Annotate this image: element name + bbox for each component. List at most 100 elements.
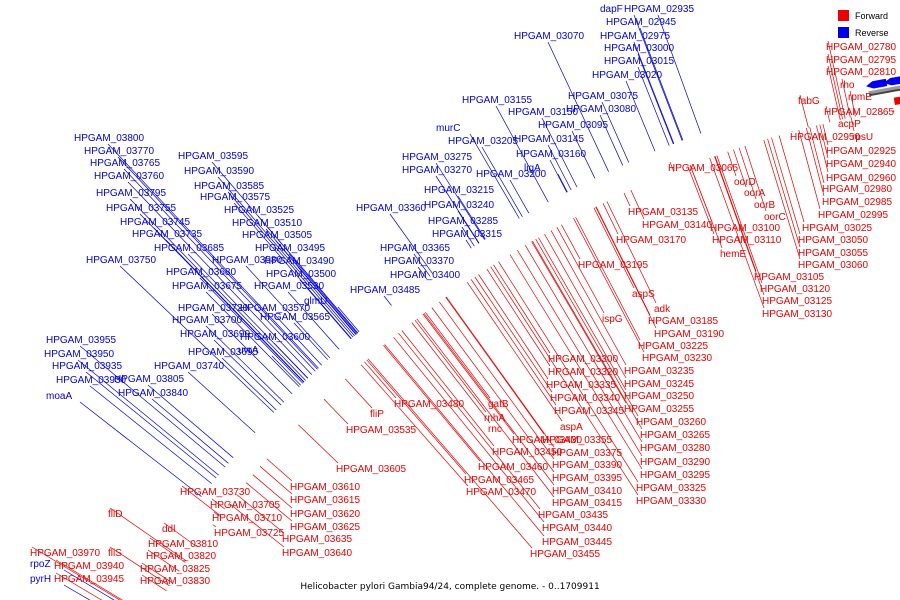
forward-gene-label: HPGAM_03320 (548, 367, 618, 378)
forward-gene-label: adk (654, 304, 671, 315)
forward-gene-label: HPGAM_03640 (282, 548, 352, 559)
forward-leader-line (595, 206, 657, 329)
forward-leader-line (470, 279, 557, 406)
reverse-leader-line (435, 162, 485, 240)
forward-gene-label: HPGAM_03055 (798, 248, 868, 259)
reverse-leader-line (293, 322, 328, 360)
forward-leader-line (360, 364, 469, 487)
reverse-gene-label: HPGAM_03745 (120, 217, 190, 228)
forward-gene-label: HPGAM_03330 (636, 496, 706, 507)
forward-gene-label: HPGAM_03245 (624, 379, 694, 390)
reverse-gene-label: HPGAM_03690 (180, 329, 250, 340)
forward-gene-label: HPGAM_03465 (464, 475, 534, 486)
reverse-gene-label: HPGAM_03200 (476, 169, 546, 180)
forward-leader-line (509, 254, 643, 470)
forward-gene-label: oorD (734, 177, 756, 188)
forward-leader-line (323, 398, 349, 425)
forward-leader-line (849, 90, 856, 117)
forward-leader-line (446, 296, 555, 448)
forward-gene-label: HPGAM_03455 (530, 549, 600, 560)
reverse-gene-label: HPGAM_02975 (600, 31, 670, 42)
forward-leader-line (799, 94, 809, 128)
forward-gene-label: HPGAM_03610 (290, 482, 360, 493)
reverse-gene-label: HPGAM_03755 (106, 203, 176, 214)
forward-gene-label: HPGAM_03195 (578, 260, 648, 271)
forward-gene-label: HPGAM_03395 (552, 473, 622, 484)
reverse-leader-line (257, 215, 359, 334)
forward-gene-label: oorC (764, 212, 786, 223)
reverse-leader-line (205, 291, 300, 388)
forward-gene-label: HPGAM_03250 (624, 391, 694, 402)
forward-leader-line (595, 206, 651, 316)
reverse-leader-line (297, 266, 357, 335)
reverse-gene-label: HPGAM_03155 (462, 95, 532, 106)
reverse-leader-line (413, 253, 431, 277)
forward-gene-label: HPGAM_02980 (822, 184, 892, 195)
reverse-gene-label: glmU (304, 296, 327, 307)
reverse-gene-label: HPGAM_02945 (606, 17, 676, 28)
reverse-gene-label: HPGAM_03590 (184, 166, 254, 177)
forward-leader-line (738, 147, 757, 200)
forward-gene-label: HPGAM_03460 (478, 462, 548, 473)
forward-gene-label: HPGAM_03105 (754, 272, 824, 283)
forward-gene-label: aspA (560, 422, 583, 433)
forward-leader-line (550, 230, 627, 366)
forward-gene-label: HPGAM_03730 (180, 487, 250, 498)
forward-leader-line (575, 216, 641, 341)
reverse-gene-label: HPGAM_03365 (380, 243, 450, 254)
reverse-gene-label: HPGAM_03490 (264, 256, 334, 267)
forward-gene-label: ddl (162, 524, 175, 535)
forward-gene-label: HPGAM_03440 (542, 523, 612, 534)
forward-leader-line (416, 318, 555, 498)
forward-gene-label: HPGAM_02985 (822, 197, 892, 208)
forward-leader-line (401, 330, 495, 447)
forward-leader-line (561, 224, 581, 260)
reverse-leader-line (417, 266, 427, 280)
scale-dot (892, 110, 895, 113)
reverse-gene-label: HPGAM_03680 (166, 267, 236, 278)
forward-gene-label: HPGAM_03725 (214, 528, 284, 539)
forward-leader-line (809, 127, 825, 184)
forward-gene-label: fliS (108, 548, 122, 559)
forward-leader-line (55, 559, 123, 600)
reverse-leader-line (211, 313, 293, 395)
forward-leader-line (689, 165, 723, 249)
reverse-gene-label: moaA (46, 391, 72, 402)
reverse-gene-label: ligA (524, 163, 541, 174)
forward-gene-label: HPGAM_03170 (616, 235, 686, 246)
forward-gene-label: HPGAM_03065 (668, 163, 738, 174)
forward-gene-label: HPGAM_03615 (290, 495, 360, 506)
reverse-leader-line (481, 146, 523, 217)
reverse-gene-label: HPGAM_03150 (508, 107, 578, 118)
forward-leader-line (367, 358, 533, 549)
forward-gene-label: HPGAM_02780 (826, 42, 896, 53)
reverse-gene-label: uvrA (238, 345, 259, 356)
forward-gene-label: HPGAM_03140 (642, 220, 712, 231)
forward-gene (893, 96, 900, 106)
reverse-gene-label: murC (436, 123, 460, 134)
reverse-gene-label: HPGAM_03495 (255, 243, 325, 254)
forward-gene-label: HPGAM_03110 (712, 235, 782, 246)
forward-gene-label: HPGAM_03340 (550, 393, 620, 404)
reverse-leader-line (271, 355, 301, 386)
forward-leader-line (55, 572, 103, 600)
forward-leader-line (236, 494, 285, 534)
forward-leader-line (398, 332, 541, 510)
forward-leader-line (535, 238, 639, 417)
reverse-gene-label: HPGAM_03160 (516, 149, 586, 160)
forward-leader-line (709, 157, 765, 309)
reverse-gene-label: dapF (600, 4, 623, 15)
reverse-leader-line (389, 213, 434, 275)
reverse-gene-label: HPGAM_03585 (194, 181, 264, 192)
forward-leader-line (517, 249, 643, 457)
forward-leader-line (163, 522, 197, 547)
reverse-leader-line (213, 339, 282, 406)
reverse-leader-line (165, 239, 305, 383)
forward-leader-line (466, 282, 563, 422)
legend-forward-swatch (838, 10, 849, 21)
forward-leader-line (384, 344, 545, 537)
reverse-gene-label: HPGAM_03240 (424, 200, 494, 211)
reverse-gene-label: HPGAM_03370 (384, 256, 454, 267)
forward-gene-label: HPGAM_03390 (552, 460, 622, 471)
forward-gene-label: HPGAM_03335 (546, 380, 616, 391)
